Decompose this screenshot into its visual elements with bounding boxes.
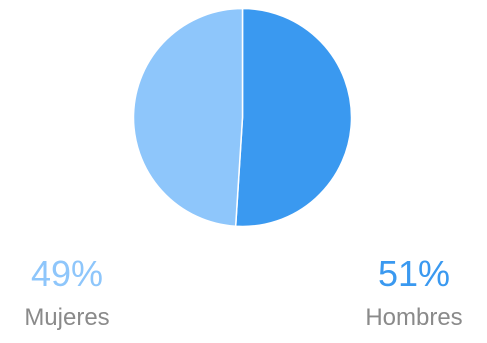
mujeres-label: Mujeres (24, 304, 110, 331)
hombres-label: Hombres (365, 304, 463, 331)
mujeres-percent: 49% (30, 253, 104, 294)
legend-mujeres: 49% Mujeres (8, 252, 126, 334)
legend-hombres: 51% Hombres (352, 252, 476, 334)
hombres-percent: 51% (377, 253, 451, 294)
pie-slice-hombres (234, 7, 353, 228)
pie-slice-mujeres (132, 7, 244, 228)
pie-chart (132, 7, 353, 228)
